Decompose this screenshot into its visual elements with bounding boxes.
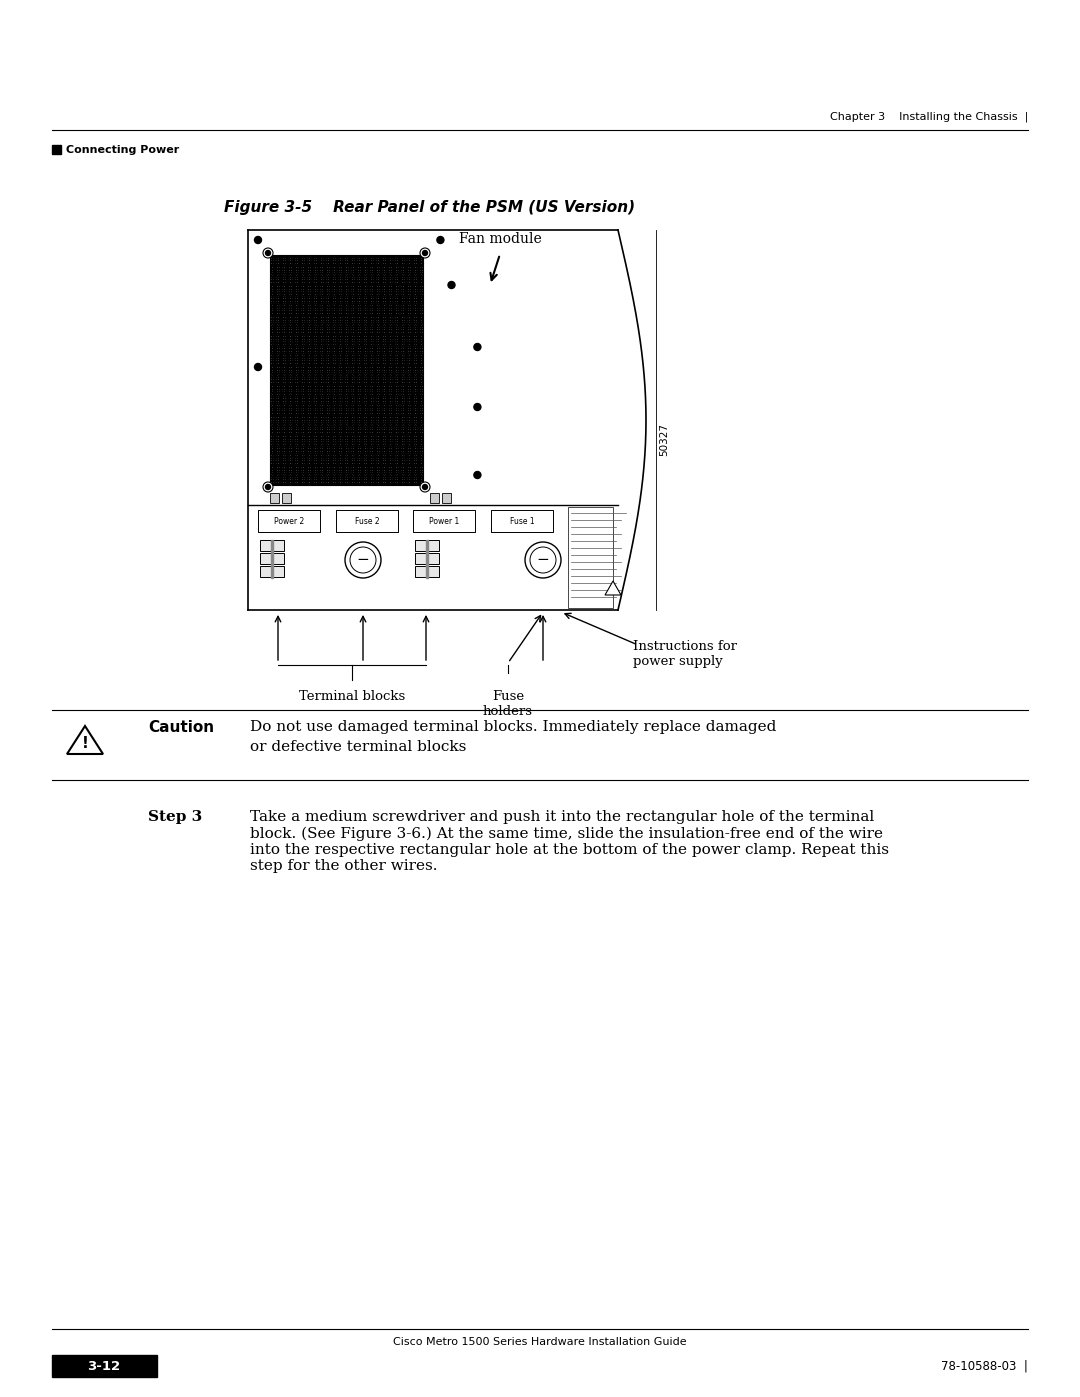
Text: Fuse 2: Fuse 2 [354, 517, 379, 525]
Circle shape [255, 236, 261, 243]
Bar [271, 541, 273, 578]
Bar [273, 541, 284, 550]
Bar [260, 541, 271, 550]
Circle shape [266, 485, 270, 489]
Bar [428, 541, 438, 550]
Circle shape [264, 249, 273, 258]
Bar [273, 566, 284, 577]
Circle shape [420, 249, 430, 258]
Circle shape [448, 282, 455, 289]
Text: 78-10588-03  |: 78-10588-03 | [941, 1359, 1028, 1372]
Bar [260, 566, 271, 577]
Circle shape [350, 548, 376, 573]
Bar [428, 553, 438, 564]
Text: Step 3: Step 3 [148, 810, 202, 824]
Text: Caution: Caution [148, 719, 214, 735]
Circle shape [264, 482, 273, 492]
Polygon shape [67, 726, 103, 754]
Circle shape [474, 404, 481, 411]
Bar [413, 510, 475, 532]
Circle shape [525, 542, 561, 578]
Text: Fuse 1: Fuse 1 [510, 517, 535, 525]
Bar [258, 510, 320, 532]
Circle shape [420, 482, 430, 492]
Text: Instructions for
power supply: Instructions for power supply [633, 640, 737, 668]
Bar [415, 553, 426, 564]
Bar [270, 256, 423, 485]
Circle shape [422, 485, 428, 489]
Text: Connecting Power: Connecting Power [66, 145, 179, 155]
Text: −: − [356, 552, 369, 567]
Bar [273, 553, 284, 564]
Circle shape [437, 236, 444, 243]
Bar [336, 510, 399, 532]
Text: Take a medium screwdriver and push it into the rectangular hole of the terminal
: Take a medium screwdriver and push it in… [249, 810, 889, 873]
Polygon shape [605, 581, 621, 595]
Bar [260, 553, 271, 564]
Circle shape [345, 542, 381, 578]
Text: or defective terminal blocks: or defective terminal blocks [249, 740, 467, 754]
Text: Chapter 3    Installing the Chassis  |: Chapter 3 Installing the Chassis | [829, 112, 1028, 122]
Text: Do not use damaged terminal blocks. Immediately replace damaged: Do not use damaged terminal blocks. Imme… [249, 719, 777, 733]
Text: −: − [537, 552, 550, 567]
Bar [430, 493, 438, 503]
Circle shape [530, 548, 556, 573]
Text: Power 1: Power 1 [429, 517, 459, 525]
Circle shape [255, 363, 261, 370]
Bar [426, 541, 428, 578]
Circle shape [422, 250, 428, 256]
Text: Terminal blocks: Terminal blocks [299, 690, 405, 703]
Bar [442, 493, 451, 503]
Bar [428, 566, 438, 577]
Text: Fuse
holders: Fuse holders [483, 690, 534, 718]
Text: Fan module: Fan module [459, 232, 541, 246]
Bar [52, 145, 60, 154]
Circle shape [474, 344, 481, 351]
Bar [415, 541, 426, 550]
Text: 50327: 50327 [659, 423, 669, 457]
Text: Cisco Metro 1500 Series Hardware Installation Guide: Cisco Metro 1500 Series Hardware Install… [393, 1337, 687, 1347]
Bar [415, 566, 426, 577]
Text: Figure 3-5    Rear Panel of the PSM (US Version): Figure 3-5 Rear Panel of the PSM (US Ver… [225, 200, 635, 215]
Bar [52, 1355, 157, 1377]
Text: !: ! [82, 735, 89, 750]
Text: Power 2: Power 2 [274, 517, 305, 525]
Circle shape [266, 250, 270, 256]
Bar [568, 507, 613, 608]
Bar [491, 510, 553, 532]
Bar [282, 493, 291, 503]
Text: 3-12: 3-12 [87, 1359, 121, 1372]
Circle shape [474, 472, 481, 479]
Bar [270, 493, 279, 503]
